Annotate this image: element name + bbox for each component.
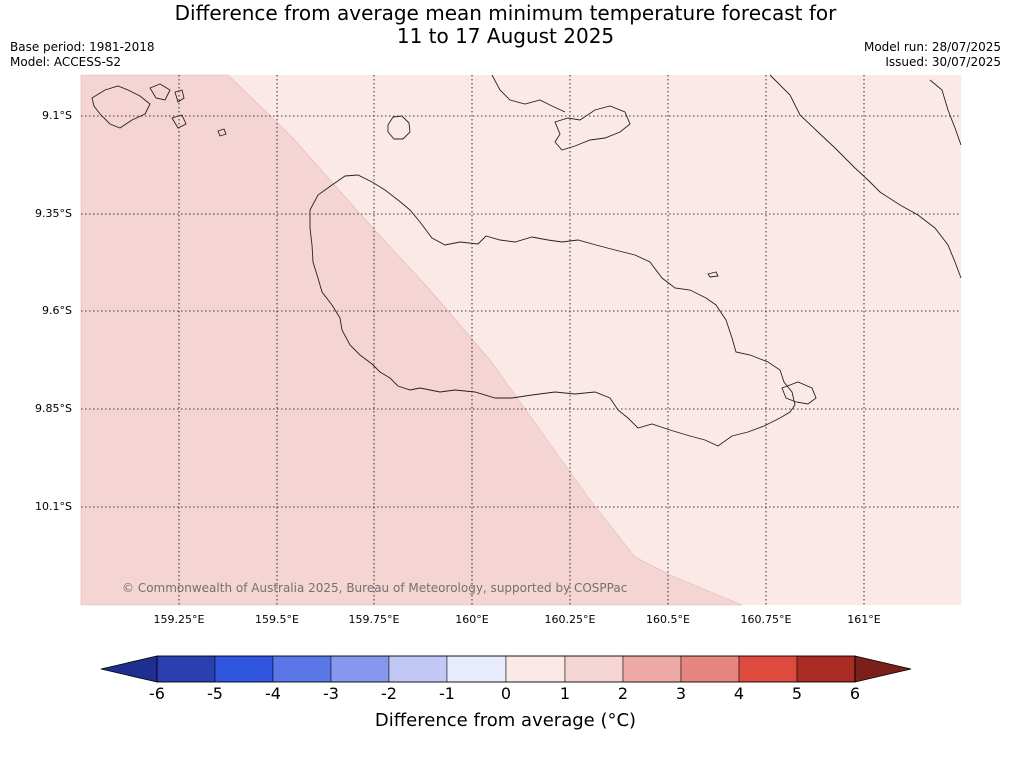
island-nggela: [554, 105, 631, 151]
lat-label: 9.35°S: [35, 207, 72, 220]
island-guadalcanal: [309, 174, 796, 447]
lon-label: 159.25°E: [153, 613, 205, 626]
colorbar-tick: 3: [675, 684, 687, 703]
colorbar-tick: -1: [439, 684, 455, 703]
colorbar-outline: [156, 655, 856, 683]
colorbar-tick: -2: [381, 684, 397, 703]
colorbar-swatch: [505, 655, 566, 683]
colorbar-swatch: [272, 655, 332, 683]
coast-north-small: [149, 83, 171, 101]
grid-lines: [81, 75, 961, 605]
lon-label: 159.75°E: [348, 613, 400, 626]
island-russell: [91, 85, 151, 129]
coast-north-small: [174, 89, 185, 103]
lon-label: 159.5°E: [255, 613, 299, 626]
chart-title-line1: Difference from average mean minimum tem…: [174, 1, 837, 25]
colorbar-swatch: [796, 655, 856, 683]
colorbar-tick: -5: [207, 684, 223, 703]
colorbar-swatch: [214, 655, 274, 683]
lat-label: 10.1°S: [35, 500, 72, 513]
base-period: Base period: 1981-2018: [10, 40, 155, 54]
island-savo: [387, 115, 411, 140]
colorbar-swatch: [388, 655, 448, 683]
model-run: Model run: 28/07/2025: [863, 40, 1001, 54]
meta-right: Model run: 28/07/2025 Issued: 30/07/2025: [864, 40, 1001, 70]
meta-left: Base period: 1981-2018 Model: ACCESS-S2: [10, 40, 155, 70]
colorbar-swatch: [564, 655, 624, 683]
lon-label: 160.5°E: [646, 613, 690, 626]
lon-label: 160.75°E: [740, 613, 792, 626]
lon-label: 161°E: [847, 613, 881, 626]
coastlines: [91, 74, 962, 447]
issued-date: Issued: 30/07/2025: [885, 55, 1001, 69]
lat-label: 9.85°S: [35, 402, 72, 415]
colorbar-tick: 0: [500, 684, 512, 703]
lon-label: 160.25°E: [544, 613, 596, 626]
colorbar-label: Difference from average (°C): [374, 710, 637, 731]
colorbar-swatch: [622, 655, 682, 683]
colorbar-tick: -6: [149, 684, 165, 703]
colorbar-extend-high: [854, 655, 912, 683]
colorbar-tick: -4: [265, 684, 281, 703]
colorbar-extend-low: [100, 655, 158, 683]
coast-small-islet: [707, 271, 719, 278]
model-name: Model: ACCESS-S2: [10, 55, 122, 69]
lat-label: 9.6°S: [42, 304, 72, 317]
colorbar-swatch: [738, 655, 798, 683]
colorbar-tick: 1: [559, 684, 571, 703]
chart-title-line2: 11 to 17 August 2025: [396, 24, 615, 48]
colorbar-swatch: [330, 655, 390, 683]
lat-label: 9.1°S: [42, 109, 72, 122]
coast-florida-north: [491, 74, 566, 113]
colorbar-swatch: [446, 655, 507, 683]
colorbar-tick: 5: [791, 684, 803, 703]
colorbar-tick: 4: [733, 684, 745, 703]
coast-malaita: [769, 74, 962, 279]
colorbar: [100, 655, 912, 683]
colorbar-tick: 6: [849, 684, 861, 703]
coast-marau: [781, 381, 817, 405]
lon-label: 160°E: [455, 613, 489, 626]
colorbar-tick: -3: [323, 684, 339, 703]
coast-north-small: [171, 114, 187, 129]
coast-north-small: [217, 128, 227, 137]
colorbar-swatch: [156, 655, 216, 683]
colorbar-tick: 2: [617, 684, 629, 703]
colorbar-swatch: [680, 655, 740, 683]
copyright-notice: © Commonwealth of Australia 2025, Bureau…: [122, 581, 627, 595]
anomaly-band-1-2: [80, 74, 743, 606]
coast-malaita-ne: [929, 79, 962, 146]
